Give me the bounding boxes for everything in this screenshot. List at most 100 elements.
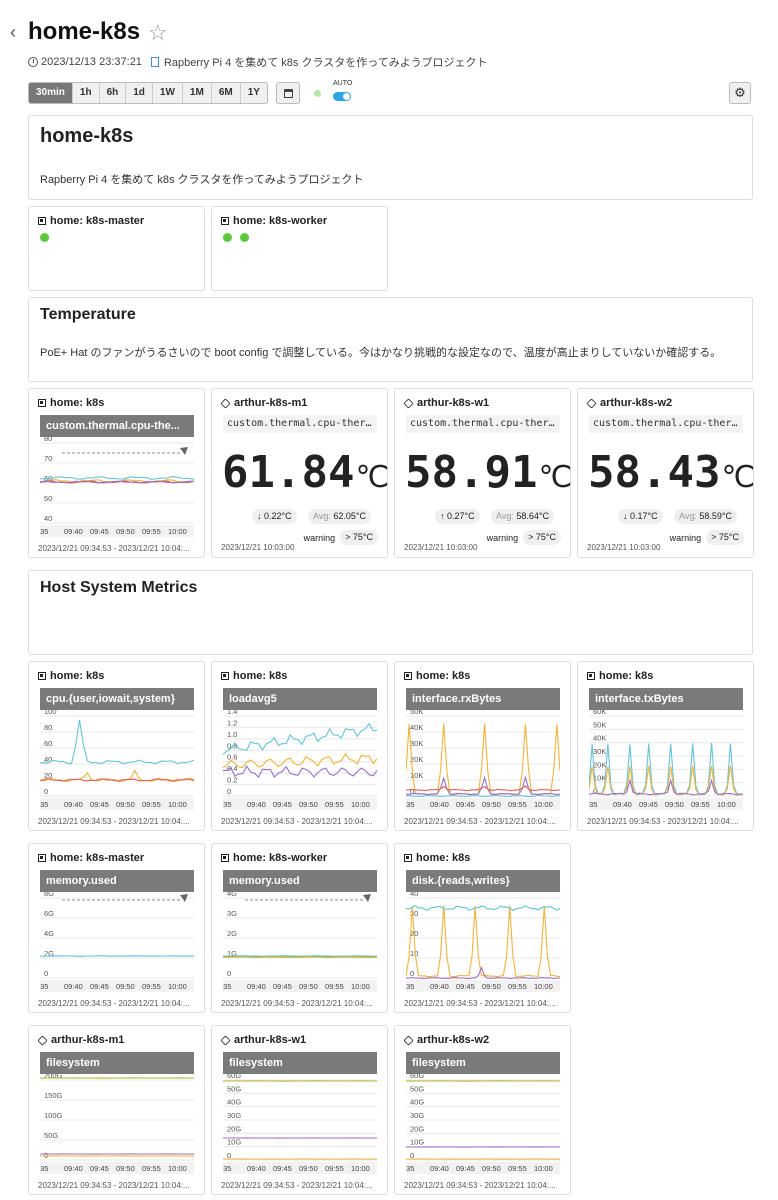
x-tick-label: 09:45 [90, 982, 109, 991]
x-tick-label: 09:40 [64, 982, 83, 991]
role-widget-worker[interactable]: home: k8s-worker [211, 206, 388, 291]
graph-title[interactable]: interface.txBytes [589, 688, 743, 710]
description-link[interactable]: Rapberry Pi 4 を集めて k8s クラスタを作ってみようプロジェクト [163, 57, 488, 69]
graph-title[interactable]: filesystem [406, 1052, 560, 1074]
role-widget-master[interactable]: home: k8s-master [28, 206, 205, 291]
avg-badge: Avg: 62.05°C [308, 509, 371, 524]
time-range-button[interactable]: 6M [212, 83, 241, 103]
time-range-button[interactable]: 1W [153, 83, 183, 103]
time-range-button[interactable]: 30min [29, 83, 73, 103]
time-series-graph[interactable]: 50K 40K 30K 20K 10K 0:35 09:40 09:45 09:50 09:55 1… [406, 710, 560, 810]
time-series-graph[interactable]: 8G 6G 4G 2G 0:35 09:40 09:45 09:50 09:55 10:00 [40, 892, 194, 992]
graph-widget[interactable]: arthur-k8s-w2 filesystem 2023/12/21 09:3… [394, 1025, 571, 1195]
y-tick-label: 10G [227, 1138, 241, 1147]
x-tick-label: 10:00 [351, 982, 370, 991]
settings-button[interactable]: ⚙ [729, 82, 751, 104]
metric-name: custom.thermal.cpu-therm... [406, 415, 560, 433]
y-tick-label: 1.4 [227, 710, 237, 716]
metric-name: custom.thermal.cpu-therm... [589, 415, 743, 433]
x-tick-label: 09:45 [456, 982, 475, 991]
graph-widget[interactable]: home: k8s interface.txBytes 2023/12/21 0… [577, 661, 754, 831]
x-tick-label: 09:45 [273, 1164, 292, 1173]
host-status-dot[interactable] [240, 233, 249, 242]
back-chevron-icon[interactable]: ‹ [10, 22, 16, 42]
star-icon[interactable]: ☆ [148, 20, 168, 45]
graph-host: home: k8s [416, 852, 471, 864]
x-tick-label: 09:40 [430, 982, 449, 991]
graph-title[interactable]: custom.thermal.cpu-the... [40, 415, 194, 437]
role-icon [38, 672, 46, 680]
host-status-dot[interactable] [223, 233, 232, 242]
y-tick-label: 3G [227, 909, 237, 918]
value-widget-temperature[interactable]: arthur-k8s-m1 custom.thermal.cpu-therm..… [211, 388, 390, 558]
value-unit: ℃ [355, 460, 390, 495]
graph-range: 2023/12/21 09:34:53 - 2023/12/21 10:04:.… [221, 817, 373, 826]
y-tick-label: 6G [44, 909, 54, 918]
graph-widget[interactable]: home: k8s loadavg5 2023/12/21 09:34:53 -… [211, 661, 388, 831]
calendar-button[interactable] [275, 82, 300, 104]
x-tick-label: 10:00 [168, 982, 187, 991]
graph-widget[interactable]: home: k8s interface.rxBytes 2023/12/21 0… [394, 661, 571, 831]
value-widget-temperature[interactable]: arthur-k8s-w2 custom.thermal.cpu-therm..… [577, 388, 755, 558]
role-label: home: k8s-worker [233, 215, 328, 227]
page-datetime: 2023/12/13 23:37:21 [41, 56, 142, 68]
x-axis-band [223, 980, 377, 992]
time-range-button[interactable]: 1Y [247, 87, 260, 98]
host-status-dot[interactable] [40, 233, 49, 242]
graph-title[interactable]: cpu.{user,iowait,system} [40, 688, 194, 710]
x-tick-label: :35 [40, 1164, 48, 1173]
time-series-graph[interactable]: 60K 50K 40K 30K 20K 10K 0:35 09:40 09:45 09:50 09:… [589, 710, 743, 810]
time-series-graph[interactable]: 60G 50G 40G 30G 20G 10G 0:35 09:40 09:45 09:50 09:… [406, 1074, 560, 1174]
y-tick-label: 1G [227, 949, 237, 958]
time-series-graph[interactable]: 100 80 60 40 20 0:35 09:40 09:45 09:50 09:55 10:00 [40, 710, 194, 810]
graph-title[interactable]: interface.rxBytes [406, 688, 560, 710]
x-tick-label: 09:45 [456, 1164, 475, 1173]
series-line [406, 905, 560, 978]
graph-title[interactable]: filesystem [223, 1052, 377, 1074]
series-line [40, 480, 194, 484]
x-tick-label: 09:40 [64, 800, 83, 809]
metric-name: custom.thermal.cpu-therm... [223, 415, 377, 433]
series-line [406, 775, 560, 796]
graph-title[interactable]: memory.used [40, 870, 194, 892]
x-tick-label: :35 [40, 800, 48, 809]
time-range-button[interactable]: 6h [100, 83, 127, 103]
graph-title[interactable]: filesystem [40, 1052, 194, 1074]
graph-widget[interactable]: home: k8s-master memory.used 2023/12/21 … [28, 843, 205, 1013]
time-series-graph[interactable]: 4G 3G 2G 1G 0:35 09:40 09:45 09:50 09:55 10:00 [223, 892, 377, 992]
graph-widget[interactable]: home: k8s-worker memory.used 2023/12/21 … [211, 843, 388, 1013]
avg-badge: Avg: 58.59°C [674, 509, 737, 524]
time-series-graph[interactable]: 200G150G100G50G0:3509:4009:4509:5009:551… [40, 1074, 194, 1174]
x-tick-label: 09:50 [482, 800, 501, 809]
time-range-button[interactable]: 1M [183, 83, 212, 103]
graph-widget[interactable]: arthur-k8s-m1 filesystem 2023/12/21 09:3… [28, 1025, 205, 1195]
time-range-button[interactable]: 1d [126, 83, 153, 103]
y-tick-label: 0.2 [227, 776, 237, 785]
warning-label: warning [486, 532, 519, 543]
graph-widget[interactable]: arthur-k8s-w1 filesystem 2023/12/21 09:3… [211, 1025, 388, 1195]
y-tick-label: 60G [410, 1074, 424, 1080]
auto-refresh-toggle[interactable] [332, 92, 351, 101]
auto-refresh[interactable]: AUTO [332, 80, 361, 104]
diff-badge: ↓ 0.17°C [618, 509, 663, 524]
x-tick-label: 09:50 [482, 1164, 501, 1173]
y-tick-label: 100 [44, 710, 57, 716]
graph-range: 2023/12/21 09:34:53 - 2023/12/21 10:04:.… [38, 544, 190, 553]
graph-widget[interactable]: home: k8s disk.{reads,writes} 2023/12/21… [394, 843, 571, 1013]
graph-widget-temperature[interactable]: home: k8s custom.thermal.cpu-the... 80 70… [28, 388, 205, 558]
time-series-graph[interactable]: 60G 50G 40G 30G 20G 10G 0:35 09:40 09:45 09:50 09:… [223, 1074, 377, 1174]
graph-widget[interactable]: home: k8s cpu.{user,iowait,system} 2023/… [28, 661, 205, 831]
graph-title[interactable]: disk.{reads,writes} [406, 870, 560, 892]
graph-title[interactable]: memory.used [223, 870, 377, 892]
y-tick-label: 60G [227, 1074, 241, 1080]
service-icon [37, 1034, 48, 1046]
time-range-button[interactable]: 1h [73, 83, 100, 103]
value-widget-temperature[interactable]: arthur-k8s-w1 custom.thermal.cpu-therm..… [394, 388, 572, 558]
time-series-graph[interactable]: 1.41.21.00.80.60.40.20:3509:4009:4509:50… [223, 710, 377, 810]
value-number: 58.43 [588, 447, 721, 498]
x-tick-label: 09:55 [142, 982, 161, 991]
graph-title[interactable]: loadavg5 [223, 688, 377, 710]
threshold-value: > 75°C [706, 530, 744, 545]
